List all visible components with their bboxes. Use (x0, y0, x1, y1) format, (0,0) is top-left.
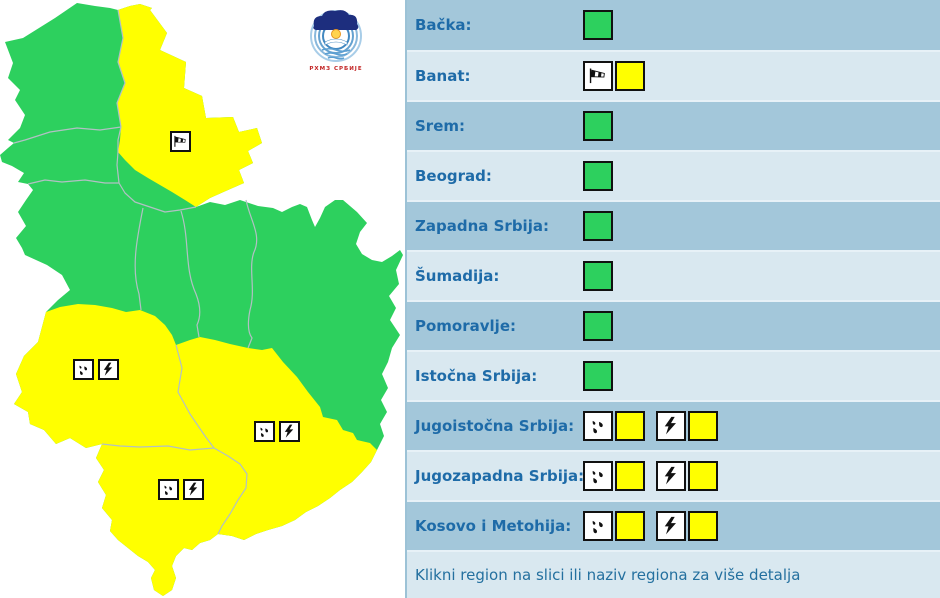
region-label: Kosovo i Metohija: (415, 517, 572, 535)
rain-icon (583, 511, 613, 541)
warning-indicators (583, 511, 718, 541)
region-row-backa[interactable]: Bačka: (407, 0, 940, 50)
map-region-jugoistocna-srbija[interactable] (176, 337, 377, 540)
map-marker-thunderstorm-kosovo (183, 479, 204, 500)
map-instruction-text: Klikni region na slici ili naziv regiona… (407, 550, 940, 598)
region-row-zapadna-srbija[interactable]: Zapadna Srbija: (407, 200, 940, 250)
warning-indicators (583, 461, 718, 491)
rain-icon (583, 461, 613, 491)
logo-book (324, 38, 348, 46)
region-label: Istočna Srbija: (415, 367, 538, 385)
logo-sun (331, 29, 341, 39)
serbia-map: РХМЗ СРБИЈЕ (0, 0, 405, 598)
warning-indicators (583, 10, 613, 40)
warning-level-box (615, 61, 645, 91)
warning-thunderstorm (656, 461, 718, 491)
region-label: Jugoistočna Srbija: (415, 417, 575, 435)
logo-cloud (313, 10, 359, 30)
warning-level-box (688, 461, 718, 491)
warning-indicators (583, 211, 613, 241)
region-label: Banat: (415, 67, 471, 85)
lightning-icon (656, 411, 686, 441)
warning-level-box (688, 511, 718, 541)
map-marker-thunderstorm-jugozapadna (98, 359, 119, 380)
lightning-icon (656, 511, 686, 541)
region-row-kosovo-i-metohija[interactable]: Kosovo i Metohija: (407, 500, 940, 550)
warning-indicators (583, 361, 613, 391)
region-label: Zapadna Srbija: (415, 217, 549, 235)
warning-level-box (615, 511, 645, 541)
map-marker-rain-jugoistocna (254, 421, 275, 442)
region-row-beograd[interactable]: Beograd: (407, 150, 940, 200)
region-label: Pomoravlje: (415, 317, 516, 335)
warning-indicators (583, 411, 718, 441)
map-region-kosovo-i-metohija[interactable] (96, 444, 247, 596)
region-label: Šumadija: (415, 267, 500, 285)
logo-caption: РХМЗ СРБИЈЕ (309, 66, 362, 72)
rhmz-logo: РХМЗ СРБИЈЕ (309, 10, 362, 72)
windsock-icon (583, 61, 613, 91)
region-row-pomoravlje[interactable]: Pomoravlje: (407, 300, 940, 350)
warning-indicators (583, 261, 613, 291)
warning-rain (583, 461, 645, 491)
region-warning-list: Bačka: Banat: Srem: Beograd: (405, 0, 940, 598)
status-box-no-warning (583, 211, 613, 241)
district-borders (13, 9, 258, 535)
warning-wind (583, 61, 645, 91)
warning-level-box (615, 411, 645, 441)
warning-rain (583, 511, 645, 541)
region-row-srem[interactable]: Srem: (407, 100, 940, 150)
map-region-banat[interactable] (117, 4, 262, 207)
warning-indicators (583, 311, 613, 341)
region-row-jugoistocna-srbija[interactable]: Jugoistočna Srbija: (407, 400, 940, 450)
lightning-icon (656, 461, 686, 491)
region-row-banat[interactable]: Banat: (407, 50, 940, 100)
status-box-no-warning (583, 361, 613, 391)
region-row-sumadija[interactable]: Šumadija: (407, 250, 940, 300)
warning-rain (583, 411, 645, 441)
map-marker-rain-kosovo (158, 479, 179, 500)
warning-thunderstorm (656, 511, 718, 541)
warning-level-box (615, 461, 645, 491)
status-box-no-warning (583, 10, 613, 40)
status-box-no-warning (583, 261, 613, 291)
rain-icon (583, 411, 613, 441)
warning-indicators (583, 161, 613, 191)
region-label: Srem: (415, 117, 466, 135)
status-box-no-warning (583, 161, 613, 191)
status-box-no-warning (583, 111, 613, 141)
region-label: Bačka: (415, 16, 472, 34)
warning-indicators (583, 111, 613, 141)
region-label: Jugozapadna Srbija: (415, 467, 585, 485)
region-row-istocna-srbija[interactable]: Istočna Srbija: (407, 350, 940, 400)
warning-level-box (688, 411, 718, 441)
warning-indicators (583, 61, 645, 91)
status-box-no-warning (583, 311, 613, 341)
map-marker-thunderstorm-jugoistocna (279, 421, 300, 442)
region-row-jugozapadna-srbija[interactable]: Jugozapadna Srbija: (407, 450, 940, 500)
map-marker-rain-jugozapadna (73, 359, 94, 380)
warning-thunderstorm (656, 411, 718, 441)
map-marker-wind-banat (170, 131, 191, 152)
region-label: Beograd: (415, 167, 492, 185)
